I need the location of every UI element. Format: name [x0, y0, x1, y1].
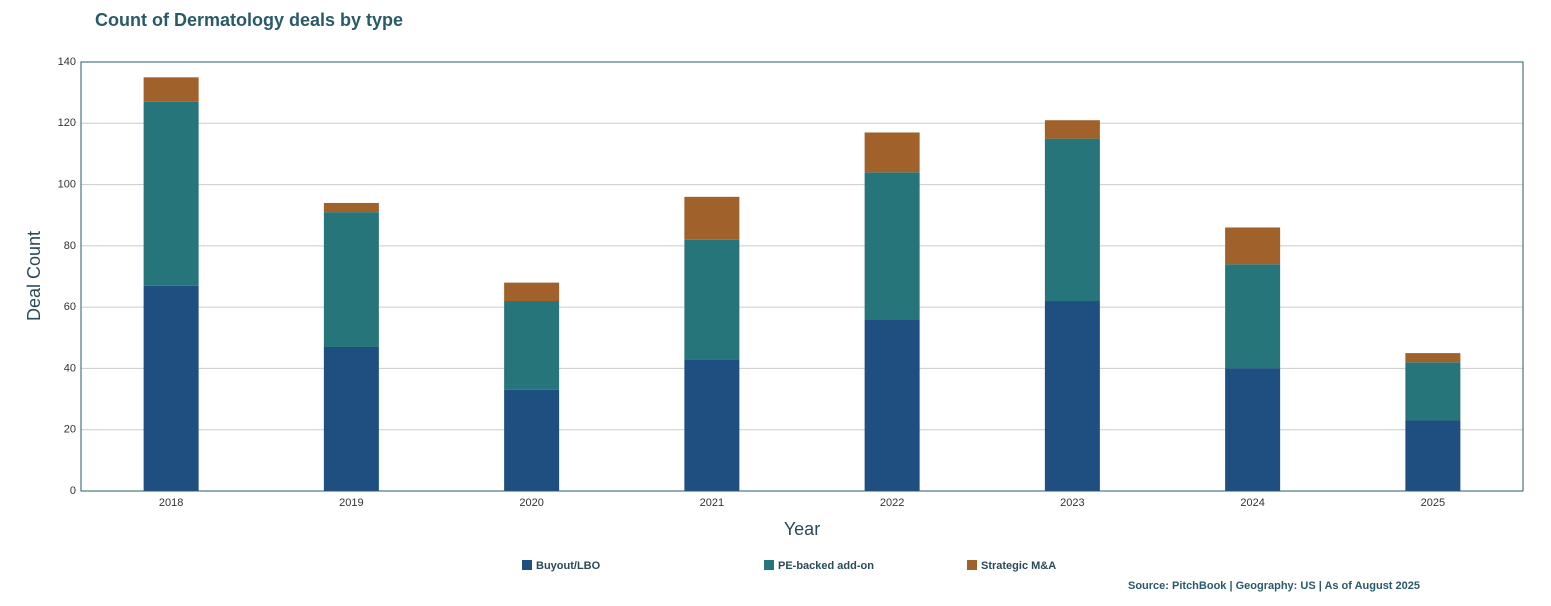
bar-segment — [1405, 353, 1461, 363]
bar-segment — [323, 346, 379, 491]
bar-segment — [1405, 362, 1461, 421]
bar-segment — [684, 359, 740, 491]
bar-segment — [1225, 264, 1281, 369]
bar-segment — [864, 319, 920, 491]
y-tick-label: 60 — [64, 301, 76, 313]
bar-segment — [143, 101, 199, 286]
x-tick-label: 2022 — [880, 497, 904, 509]
bar-segment — [143, 77, 199, 102]
plot-frame — [80, 61, 1524, 492]
bar-segment — [1044, 138, 1100, 302]
legend-swatch — [764, 560, 774, 570]
bar-segment — [1044, 301, 1100, 491]
x-axis-label: Year — [784, 519, 820, 539]
x-tick-label: 2018 — [159, 497, 183, 509]
legend-swatch — [967, 560, 977, 570]
legend-label: Buyout/LBO — [536, 560, 601, 572]
bar-segment — [143, 285, 199, 491]
x-tick-label: 2021 — [700, 497, 724, 509]
legend-label: PE-backed add-on — [778, 560, 874, 572]
y-tick-label: 140 — [58, 56, 76, 68]
bar-segment — [864, 172, 920, 320]
y-tick-label: 80 — [64, 240, 76, 252]
bar-segment — [1225, 368, 1281, 491]
bar-segment — [504, 282, 560, 302]
legend-swatch — [522, 560, 532, 570]
bar-segment — [684, 239, 740, 360]
bar-segment — [1225, 227, 1281, 265]
bar-segment — [1405, 420, 1461, 491]
y-tick-label: 120 — [58, 117, 76, 129]
bar-segment — [323, 212, 379, 347]
y-tick-label: 40 — [64, 362, 76, 374]
bar-segment — [504, 301, 560, 390]
source-note: Source: PitchBook | Geography: US | As o… — [1128, 580, 1420, 592]
y-tick-label: 20 — [64, 424, 76, 436]
bar-segment — [864, 132, 920, 173]
x-tick-label: 2020 — [519, 497, 543, 509]
x-tick-label: 2019 — [339, 497, 363, 509]
y-tick-label: 100 — [58, 178, 76, 190]
x-tick-label: 2024 — [1240, 497, 1264, 509]
bar-segment — [504, 389, 560, 491]
y-tick-label: 0 — [70, 485, 76, 497]
chart-title: Count of Dermatology deals by type — [95, 10, 403, 30]
y-axis-label: Deal Count — [24, 231, 44, 321]
bar-segment — [1044, 120, 1100, 139]
bar-segment — [684, 196, 740, 240]
bar-segment — [323, 202, 379, 213]
x-tick-label: 2023 — [1060, 497, 1084, 509]
legend-label: Strategic M&A — [981, 560, 1056, 572]
x-tick-label: 2025 — [1421, 497, 1445, 509]
